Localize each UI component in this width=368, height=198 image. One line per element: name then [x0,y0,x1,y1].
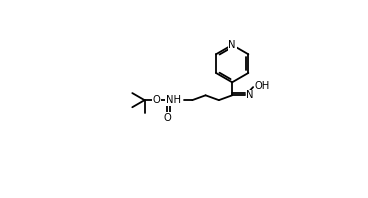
Text: OH: OH [255,81,270,91]
Text: NH: NH [166,95,181,105]
Text: O: O [164,113,171,123]
Text: O: O [152,95,160,105]
Text: N: N [229,40,236,50]
Text: N: N [247,90,254,100]
